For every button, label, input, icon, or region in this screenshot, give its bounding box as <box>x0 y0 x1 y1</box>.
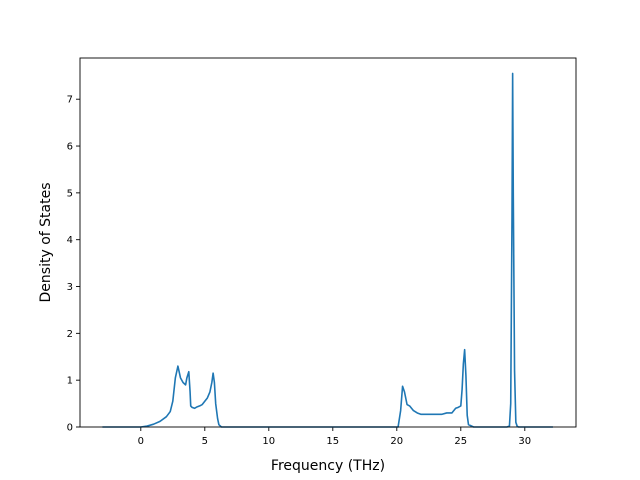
x-tick-label: 10 <box>262 436 275 447</box>
plot-frame <box>79 57 577 428</box>
x-tick-label: 0 <box>138 436 144 447</box>
y-tick-label: 4 <box>67 235 73 246</box>
y-tick-label: 2 <box>67 329 73 340</box>
x-tick-label: 15 <box>326 436 339 447</box>
y-axis-label: Density of States <box>38 183 54 303</box>
x-tick-label: 30 <box>518 436 531 447</box>
y-tick-label: 6 <box>67 142 73 153</box>
plot-area <box>80 58 576 427</box>
y-tick-label: 7 <box>67 95 73 106</box>
x-tick-label: 20 <box>390 436 403 447</box>
y-axis-ticks: 0 1 2 3 4 5 6 7 <box>67 95 80 434</box>
y-tick-label: 1 <box>67 376 73 387</box>
x-axis-label: Frequency (THz) <box>271 458 385 474</box>
y-tick-label: 3 <box>67 282 73 293</box>
y-tick-label: 0 <box>67 423 73 434</box>
x-tick-label: 5 <box>202 436 208 447</box>
y-tick-label: 5 <box>67 188 73 199</box>
x-tick-label: 25 <box>454 436 467 447</box>
